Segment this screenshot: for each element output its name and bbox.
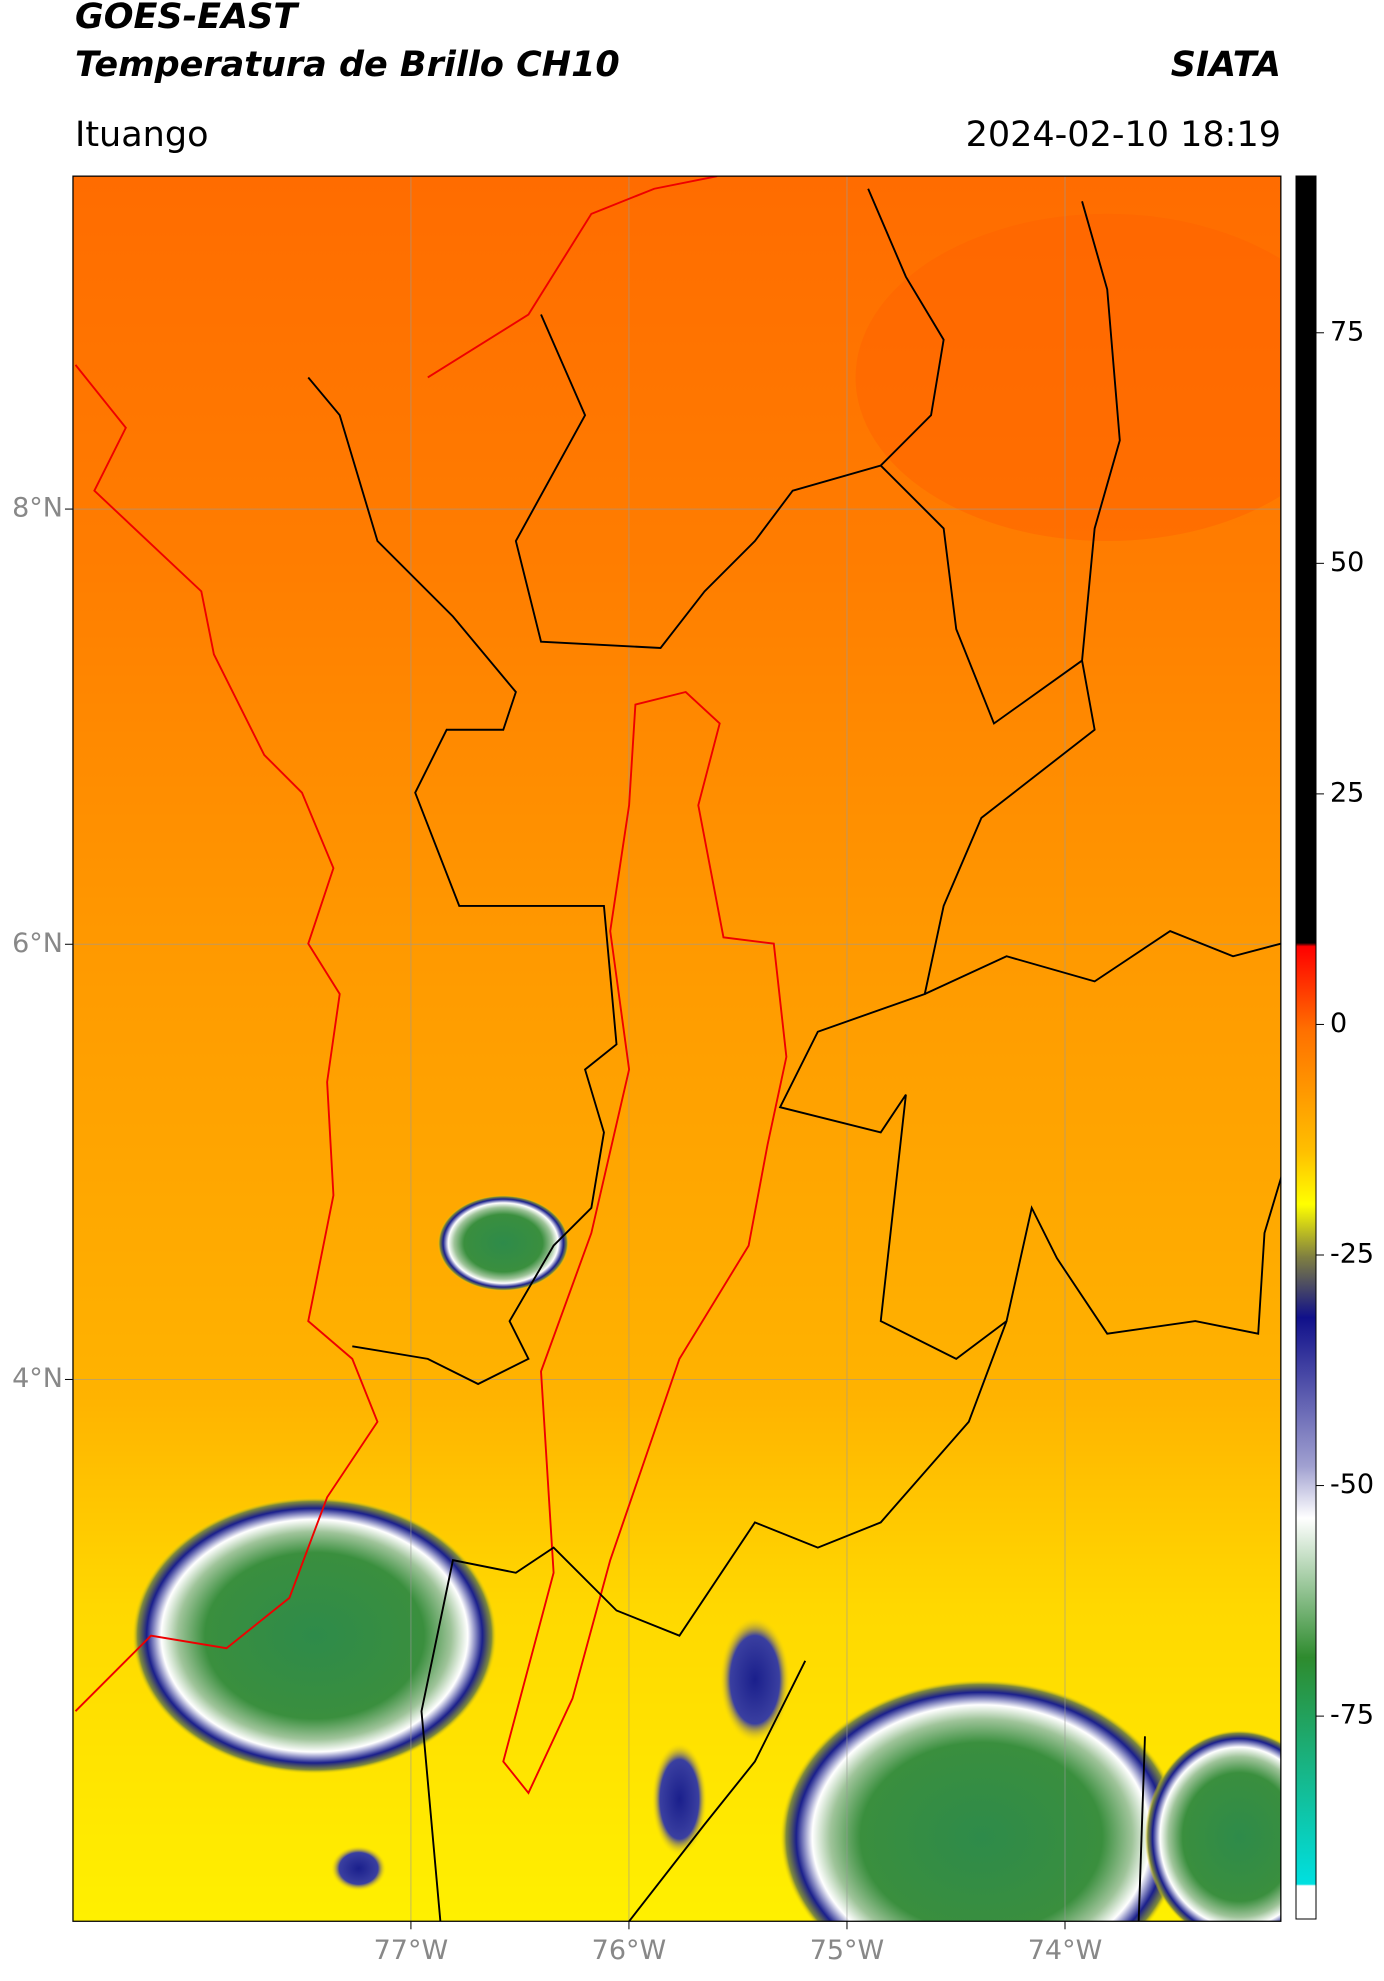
colorbar-tick-label: 50 [1330, 547, 1364, 578]
colorbar-tick-label: 25 [1330, 777, 1364, 808]
colorbar-tick-label: 75 [1330, 316, 1364, 347]
border [880, 201, 1121, 725]
colorbar-tick-label: -25 [1330, 1239, 1374, 1270]
coastline [74, 364, 379, 1712]
cloud [437, 1195, 569, 1291]
x-tick-label: 74°W [1028, 1935, 1103, 1966]
border [514, 188, 945, 649]
colorbar-tick-label: -75 [1330, 1700, 1374, 1731]
cloud [651, 1742, 708, 1856]
map-frame [72, 175, 1282, 1922]
y-tick-label: 4°N [12, 1363, 63, 1394]
source: SIATA [1171, 45, 1281, 85]
x-tick-label: 77°W [374, 1935, 449, 1966]
labels: 77°W 76°W 75°W 74°W 8°N 6°N 4°N 75 50 25 0 -25 -50 -7… [12, 316, 1374, 1965]
warm-area [855, 213, 1281, 541]
colorbar [1295, 175, 1317, 1920]
border [924, 930, 1281, 995]
colorbar-tick-label: -50 [1330, 1469, 1374, 1500]
colorbar-tick-label: 0 [1330, 1008, 1347, 1039]
x-tick-label: 75°W [810, 1935, 885, 1966]
cloud [719, 1616, 791, 1743]
border [307, 376, 618, 1386]
y-tick-label: 8°N [12, 493, 63, 524]
cloud [330, 1845, 387, 1892]
coastline [427, 176, 718, 379]
y-tick-label: 6°N [12, 928, 63, 959]
border [420, 1320, 1008, 1922]
datetime: 2024-02-10 18:19 [966, 115, 1281, 155]
region-border [502, 690, 788, 1795]
map [72, 175, 1282, 1922]
cloud [780, 1679, 1183, 1922]
title: GOES-EAST [75, 0, 300, 37]
cloud [132, 1497, 497, 1775]
border [628, 1660, 807, 1922]
cloud [1144, 1730, 1281, 1922]
x-tick-label: 76°W [592, 1935, 667, 1966]
subtitle: Temperatura de Brillo CH10 [75, 45, 620, 85]
border [1137, 1736, 1146, 1922]
grid [72, 176, 1281, 1922]
border [778, 660, 1281, 1360]
location: Ituango [75, 115, 209, 155]
